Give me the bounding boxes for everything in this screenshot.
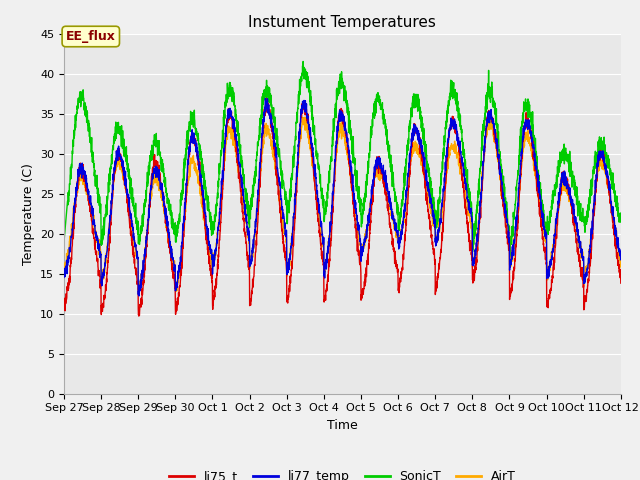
AirT: [486, 110, 493, 116]
li77_temp: [547, 262, 554, 267]
SonicT: [298, 78, 305, 84]
AirT: [606, 196, 614, 202]
X-axis label: Time: Time: [327, 419, 358, 432]
li77_temp: [157, 183, 164, 189]
AirT: [274, 182, 282, 188]
SonicT: [606, 172, 614, 178]
SonicT: [157, 160, 164, 166]
li77_temp: [262, 96, 269, 101]
li75_t: [617, 280, 625, 286]
li75_t: [547, 288, 554, 293]
li77_temp: [60, 275, 68, 280]
li75_t: [298, 108, 306, 114]
li75_t: [60, 307, 68, 313]
AirT: [298, 123, 306, 129]
SonicT: [124, 165, 131, 170]
Y-axis label: Temperature (C): Temperature (C): [22, 163, 35, 264]
li77_temp: [606, 185, 614, 191]
AirT: [157, 181, 164, 187]
SonicT: [60, 239, 68, 244]
AirT: [547, 261, 554, 266]
li77_temp: [298, 102, 306, 108]
Line: SonicT: SonicT: [64, 61, 621, 257]
SonicT: [617, 218, 625, 224]
Line: li75_t: li75_t: [64, 98, 621, 316]
li75_t: [262, 96, 270, 101]
SonicT: [547, 214, 554, 220]
Text: EE_flux: EE_flux: [66, 30, 116, 43]
AirT: [172, 288, 180, 294]
li75_t: [135, 313, 143, 319]
AirT: [617, 263, 625, 269]
li77_temp: [274, 170, 282, 176]
AirT: [60, 261, 68, 267]
li75_t: [124, 197, 131, 203]
li75_t: [606, 201, 614, 206]
li77_temp: [124, 191, 131, 197]
SonicT: [274, 133, 282, 139]
Line: li77_temp: li77_temp: [64, 98, 621, 296]
li75_t: [157, 180, 164, 185]
SonicT: [506, 254, 514, 260]
SonicT: [300, 59, 307, 64]
li77_temp: [135, 293, 143, 299]
Line: AirT: AirT: [64, 113, 621, 291]
Legend: li75_t, li77_temp, SonicT, AirT: li75_t, li77_temp, SonicT, AirT: [164, 465, 521, 480]
li75_t: [274, 181, 282, 187]
Title: Instument Temperatures: Instument Temperatures: [248, 15, 436, 30]
li77_temp: [617, 256, 625, 262]
AirT: [124, 198, 131, 204]
